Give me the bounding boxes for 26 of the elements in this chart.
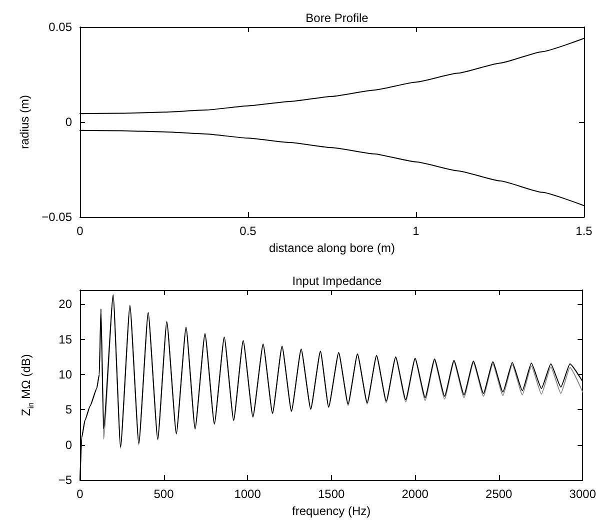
y-tick-label: 20 — [58, 297, 72, 312]
chart-title: Bore Profile — [306, 11, 369, 25]
x-tick-label: 1 — [412, 224, 420, 238]
y-tick-label: 0.05 — [48, 20, 72, 34]
y-tick-label: 0 — [65, 438, 72, 452]
x-tick-label: 0 — [76, 487, 84, 501]
x-tick-label: 1000 — [234, 487, 262, 501]
x-tick-label: 0 — [76, 224, 84, 238]
x-tick-label: 0.5 — [240, 224, 257, 238]
y-tick-label: 15 — [58, 332, 72, 346]
y-tick-label: −5 — [58, 473, 72, 487]
x-tick-label: 3000 — [569, 487, 596, 501]
y-axis-title: radius (m) — [18, 94, 32, 150]
y-tick-label: 5 — [65, 402, 72, 417]
x-tick-label: 2000 — [402, 487, 429, 501]
x-tick-label: 1500 — [318, 487, 345, 501]
y-tick-label: 0 — [65, 115, 72, 129]
y-tick-label: 10 — [58, 367, 72, 382]
chart-title: Input Impedance — [292, 274, 382, 288]
x-axis-title: frequency (Hz) — [292, 504, 371, 518]
x-tick-label: 500 — [154, 487, 174, 501]
x-tick-label: 2500 — [486, 487, 513, 501]
y-tick-label: −0.05 — [42, 210, 72, 224]
x-tick-label: 1.5 — [576, 224, 593, 238]
x-axis-title: distance along bore (m) — [268, 241, 396, 255]
y-axis-title: Zin MΩ (dB) — [19, 354, 36, 416]
